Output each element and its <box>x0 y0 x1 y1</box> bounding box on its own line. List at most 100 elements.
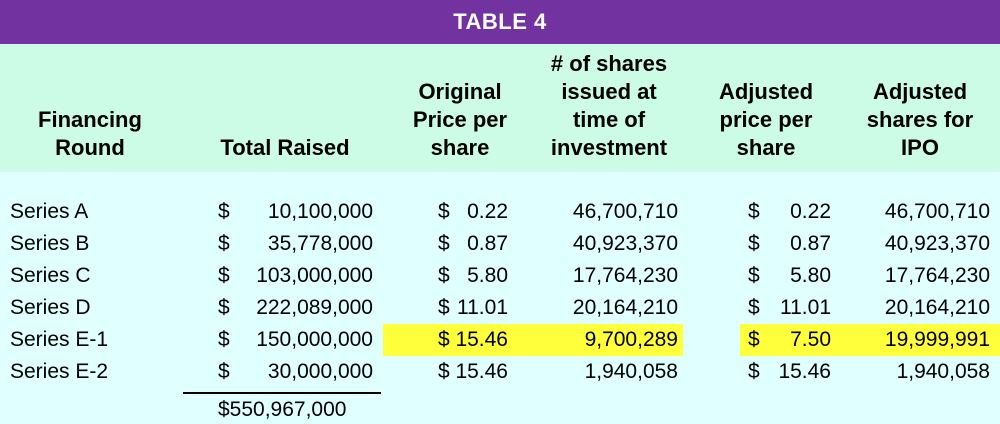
cell-adjusted-price-value: 7.50 <box>790 328 831 351</box>
currency-symbol: $ <box>438 264 450 287</box>
header-total-raised: Total Raised <box>205 134 365 162</box>
cell-financing-round: Series A <box>10 200 89 223</box>
cell-adjusted-price: $11.01 <box>748 292 831 324</box>
table-row: Series B $35,778,000 $0.87 40,923,370 $0.87 4… <box>0 228 1000 260</box>
cell-financing-round: Series E-1 <box>10 328 109 351</box>
cell-original-price-value: 0.87 <box>467 232 508 255</box>
header-line: investment <box>550 135 668 160</box>
currency-symbol: $ <box>748 200 760 223</box>
cell-financing-round: Series E-2 <box>10 360 109 383</box>
cell-adjusted-shares: 46,700,710 <box>884 200 990 223</box>
cell-original-price: $11.01 <box>438 292 508 324</box>
table-row: Series C $103,000,000 $5.80 17,764,230 $5.80… <box>0 260 1000 292</box>
cell-original-price-value: 11.01 <box>457 296 508 319</box>
cell-adjusted-shares: 17,764,230 <box>884 264 990 287</box>
header-shares-issued: # of shares issued at time of investment <box>534 50 684 162</box>
currency-symbol: $ <box>218 264 230 287</box>
cell-original-price: $15.46 <box>438 324 508 356</box>
currency-symbol: $ <box>218 200 230 223</box>
cell-adjusted-price: $0.87 <box>748 228 831 260</box>
table-row: Series D $222,089,000 $11.01 20,164,210 $11.… <box>0 292 1000 324</box>
cell-adjusted-price-value: 0.87 <box>790 232 831 255</box>
cell-shares-issued: 20,164,210 <box>572 296 678 319</box>
highlight-band-original <box>383 324 683 356</box>
grand-total: $550,967,000 <box>218 398 347 421</box>
cell-total-raised-value: 222,089,000 <box>256 296 373 319</box>
cell-financing-round: Series B <box>10 232 90 255</box>
table-row: Series E-2 $30,000,000 $15.46 1,940,058 $15.… <box>0 356 1000 388</box>
header-line: share <box>736 135 796 160</box>
header-adjusted-shares: Adjusted shares for IPO <box>850 78 990 162</box>
header-line: price per <box>719 107 813 132</box>
cell-adjusted-price: $15.46 <box>748 356 831 388</box>
header-line: Financing <box>38 107 142 132</box>
cell-shares-issued: 40,923,370 <box>572 232 678 255</box>
table-title: TABLE 4 <box>0 0 1000 44</box>
currency-symbol: $ <box>438 296 450 319</box>
cell-adjusted-price: $5.80 <box>748 260 831 292</box>
cell-shares-issued: 9,700,289 <box>584 328 678 351</box>
header-original-price: Original Price per share <box>392 78 528 162</box>
currency-symbol: $ <box>748 264 760 287</box>
header-line: Original <box>418 79 502 104</box>
cell-original-price: $0.22 <box>438 196 508 228</box>
cell-total-raised: $35,778,000 <box>218 228 373 260</box>
cell-total-raised: $222,089,000 <box>218 292 373 324</box>
cell-adjusted-shares: 40,923,370 <box>884 232 990 255</box>
currency-symbol: $ <box>218 296 230 319</box>
currency-symbol: $ <box>218 328 230 351</box>
total-underline <box>183 392 381 394</box>
table-row: Series E-1 $150,000,000 $15.46 9,700,289 $7.… <box>0 324 1000 356</box>
cell-adjusted-price: $7.50 <box>748 324 831 356</box>
header-row: Financing Round Total Raised Original Pr… <box>0 44 1000 172</box>
currency-symbol: $ <box>748 296 760 319</box>
cell-total-raised: $103,000,000 <box>218 260 373 292</box>
header-adjusted-price: Adjusted price per share <box>700 78 832 162</box>
currency-symbol: $ <box>438 360 450 383</box>
cell-adjusted-shares: 19,999,991 <box>884 328 990 351</box>
cell-adjusted-price-value: 11.01 <box>780 296 831 319</box>
cell-shares-issued: 1,940,058 <box>584 360 678 383</box>
cell-original-price-value: 0.22 <box>467 200 508 223</box>
currency-symbol: $ <box>748 360 760 383</box>
cell-adjusted-price-value: 0.22 <box>790 200 831 223</box>
cell-adjusted-shares: 1,940,058 <box>896 360 990 383</box>
cell-total-raised-value: 10,100,000 <box>267 200 373 223</box>
currency-symbol: $ <box>438 200 450 223</box>
header-line: # of shares <box>550 51 668 76</box>
currency-symbol: $ <box>438 232 450 255</box>
header-line: Adjusted <box>872 79 968 104</box>
header-line: shares for <box>866 107 974 132</box>
cell-total-raised-value: 35,778,000 <box>267 232 373 255</box>
cell-shares-issued: 46,700,710 <box>572 200 678 223</box>
currency-symbol: $ <box>218 360 230 383</box>
highlight-band-adjusted <box>740 324 1000 356</box>
header-line: Total Raised <box>220 135 350 160</box>
cell-total-raised: $30,000,000 <box>218 356 373 388</box>
grand-total-row: $550,967,000 <box>0 394 1000 424</box>
cell-adjusted-shares: 20,164,210 <box>884 296 990 319</box>
header-line: Round <box>55 135 125 160</box>
cell-total-raised-value: 150,000,000 <box>256 328 373 351</box>
cell-total-raised-value: 30,000,000 <box>267 360 373 383</box>
cell-shares-issued: 17,764,230 <box>572 264 678 287</box>
header-financing-round: Financing Round <box>10 106 170 162</box>
currency-symbol: $ <box>218 232 230 255</box>
cell-adjusted-price-value: 15.46 <box>778 360 831 383</box>
currency-symbol: $ <box>438 328 450 351</box>
cell-total-raised: $10,100,000 <box>218 196 373 228</box>
cell-original-price-value: 15.46 <box>455 328 508 351</box>
cell-original-price: $5.80 <box>438 260 508 292</box>
table-row: Series A $10,100,000 $0.22 46,700,710 $0.22 4… <box>0 196 1000 228</box>
cell-original-price: $0.87 <box>438 228 508 260</box>
cell-financing-round: Series D <box>10 296 91 319</box>
cell-adjusted-price-value: 5.80 <box>790 264 831 287</box>
cell-financing-round: Series C <box>10 264 91 287</box>
cell-original-price: $15.46 <box>438 356 508 388</box>
cell-original-price-value: 5.80 <box>467 264 508 287</box>
header-line: share <box>430 135 490 160</box>
header-line: Price per <box>412 107 508 132</box>
header-line: issued at <box>561 79 657 104</box>
cell-original-price-value: 15.46 <box>455 360 508 383</box>
